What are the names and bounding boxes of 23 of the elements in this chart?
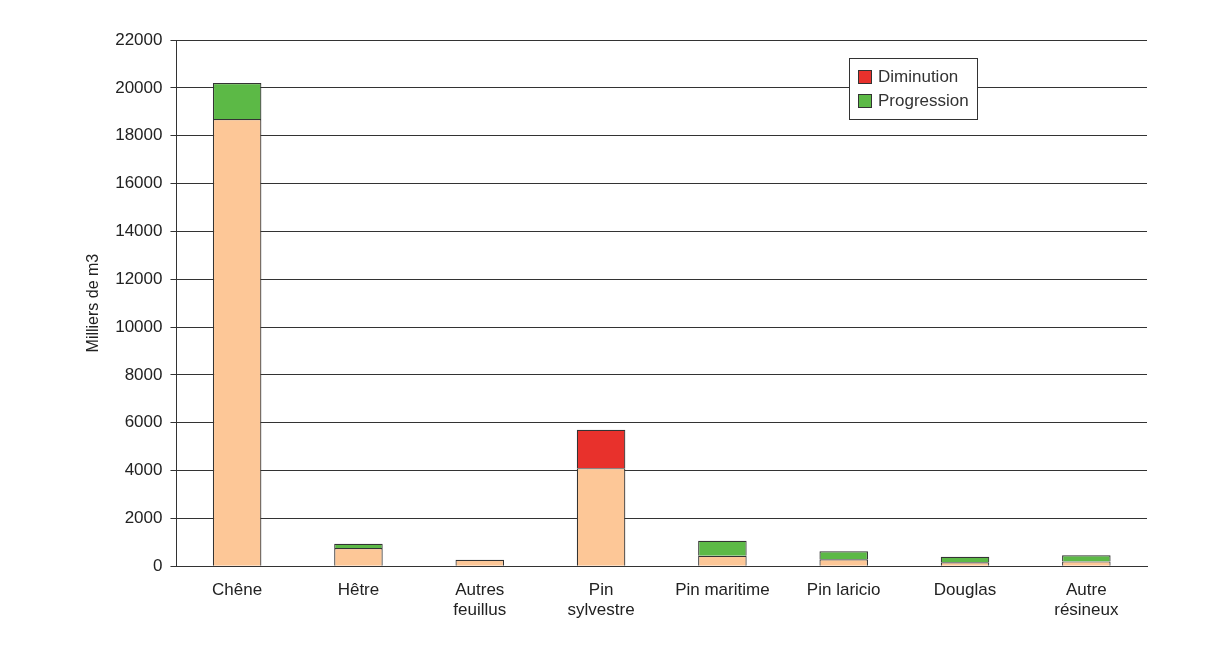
x-tick-label: Chêne (212, 580, 263, 600)
legend-label: Diminution (878, 67, 959, 87)
y-tick-label: 16000 (115, 173, 163, 193)
y-tick-label: 2000 (124, 508, 163, 528)
legend-label: Progression (878, 91, 969, 111)
x-tick-label: Pin maritime (675, 580, 770, 600)
y-tick-label: 6000 (124, 412, 163, 432)
x-tick-label: Autre résineux (1054, 580, 1119, 620)
y-tick-label: 14000 (115, 221, 163, 241)
y-axis-title: Milliers de m3 (84, 253, 102, 353)
y-tick-label: 18000 (115, 125, 163, 145)
y-tick-label: 20000 (115, 77, 163, 97)
x-tick-label: Pin sylvestre (567, 580, 635, 620)
x-tick-label: Douglas (933, 580, 997, 600)
y-tick-label: 8000 (124, 364, 163, 384)
x-tick-label: Autres feuillus (453, 580, 507, 620)
y-tick-label: 0 (153, 555, 163, 575)
y-tick-label: 4000 (124, 460, 163, 480)
x-tick-label: Pin laricio (806, 580, 881, 600)
y-tick-label: 22000 (115, 29, 163, 49)
y-tick-label: 12000 (115, 268, 163, 288)
x-tick-label: Hêtre (337, 580, 380, 600)
y-tick-label: 10000 (115, 316, 163, 336)
